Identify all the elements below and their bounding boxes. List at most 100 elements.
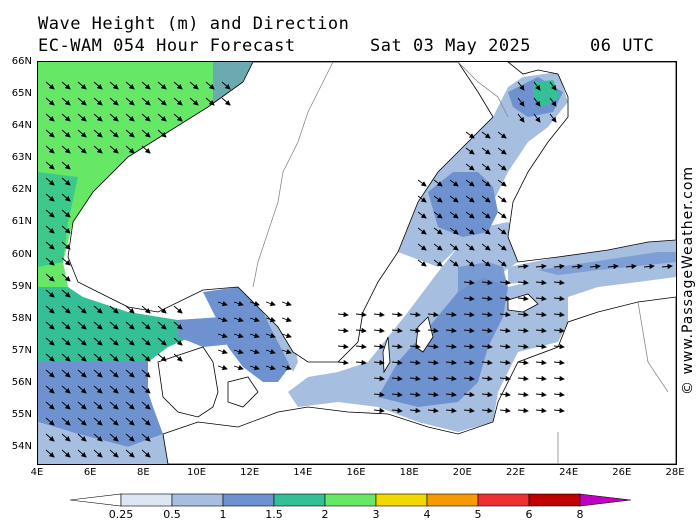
wave-arrow xyxy=(141,113,151,122)
wave-arrow xyxy=(463,391,475,398)
wave-arrow xyxy=(61,321,71,330)
wave-arrow xyxy=(173,305,183,314)
wave-arrow xyxy=(463,311,475,318)
wave-arrow xyxy=(481,211,491,219)
wave-arrow xyxy=(549,97,557,107)
wave-arrow xyxy=(217,365,228,371)
wave-arrow xyxy=(173,337,183,346)
copyright-watermark: © www.PassageWeather.com xyxy=(680,165,696,395)
wave-arrow xyxy=(409,407,421,414)
wave-arrow xyxy=(571,263,583,270)
wave-arrow xyxy=(125,417,135,426)
wave-arrow xyxy=(61,257,71,266)
wave-map[interactable] xyxy=(37,61,677,465)
wave-arrow xyxy=(45,161,55,170)
wave-arrow xyxy=(249,333,260,339)
model-forecast-label: EC-WAM 054 Hour Forecast xyxy=(38,36,296,56)
wave-arrow xyxy=(125,145,135,154)
wave-arrow xyxy=(141,145,151,154)
wave-arrow xyxy=(249,365,260,371)
wave-arrow xyxy=(157,305,167,314)
wave-arrow xyxy=(417,179,427,187)
wave-arrow xyxy=(221,97,231,106)
wave-arrow xyxy=(141,449,151,458)
wave-arrow xyxy=(45,193,55,202)
forecast-date: Sat 03 May 2025 xyxy=(370,36,532,56)
wave-arrow xyxy=(61,417,71,426)
wave-arrow xyxy=(125,129,135,138)
wave-arrow xyxy=(233,365,244,371)
wave-arrow xyxy=(109,353,119,362)
legend-label: 1.5 xyxy=(265,508,283,521)
wave-arrow xyxy=(173,113,183,122)
wave-arrow xyxy=(373,343,385,350)
country-borders xyxy=(252,62,669,464)
wave-arrow xyxy=(61,401,71,410)
wave-arrow xyxy=(77,401,87,410)
wave-arrow xyxy=(481,311,493,318)
wave-arrow xyxy=(391,327,403,334)
wave-arrow xyxy=(445,407,457,414)
wave-arrow xyxy=(141,81,151,90)
wave-arrow xyxy=(391,343,403,350)
wave-arrow xyxy=(449,211,459,219)
lon-label-6e: 6E xyxy=(83,467,97,478)
lat-label-63n: 63N xyxy=(11,152,32,163)
wave-arrow xyxy=(463,343,475,350)
wave-arrow xyxy=(553,407,565,414)
wave-arrow xyxy=(497,163,507,171)
wave-arrow xyxy=(445,375,457,382)
lat-label-62n: 62N xyxy=(11,184,32,195)
wave-arrow xyxy=(77,353,87,362)
wave-arrow xyxy=(355,359,367,366)
legend-swatch-low xyxy=(69,493,122,507)
lat-label-60n: 60N xyxy=(11,249,32,260)
wave-arrow xyxy=(445,343,457,350)
wave-arrow xyxy=(173,353,183,362)
wave-arrow xyxy=(157,353,167,362)
wave-arrow xyxy=(157,113,167,122)
wave-arrow xyxy=(481,243,491,251)
wave-arrow xyxy=(45,129,55,138)
wave-direction-arrows xyxy=(45,81,673,458)
wave-arrow xyxy=(93,81,103,90)
wave-arrow xyxy=(125,433,135,442)
lon-label-20e: 20E xyxy=(452,467,472,478)
wave-arrow xyxy=(93,337,103,346)
wave-arrow xyxy=(463,359,475,366)
wave-arrow xyxy=(61,161,71,170)
wave-arrow xyxy=(661,263,673,270)
wave-arrow xyxy=(173,321,183,330)
wave-arrow xyxy=(481,359,493,366)
legend-label: 1 xyxy=(219,508,227,521)
wave-arrow xyxy=(141,417,151,426)
wave-arrow xyxy=(391,407,403,414)
wave-arrow xyxy=(535,279,547,286)
wave-arrow xyxy=(481,327,493,334)
legend-swatch xyxy=(528,493,581,507)
legend-label: 5 xyxy=(474,508,482,521)
wave-arrow xyxy=(553,359,565,366)
lon-label-8e: 8E xyxy=(136,467,150,478)
wave-arrow xyxy=(463,279,475,286)
wave-arrow xyxy=(391,311,403,318)
wave-arrow xyxy=(109,321,119,330)
wave-arrow xyxy=(125,449,135,458)
wave-arrow xyxy=(77,449,87,458)
lat-label-61n: 61N xyxy=(11,216,32,227)
wave-arrow xyxy=(109,385,119,394)
wave-arrow xyxy=(463,295,475,302)
wave-arrow xyxy=(533,113,541,123)
wave-arrow xyxy=(409,311,421,318)
wave-arrow xyxy=(433,179,443,187)
wave-arrow xyxy=(463,375,475,382)
wave-arrow xyxy=(517,279,529,286)
wave-arrow xyxy=(465,211,475,219)
wave-arrow xyxy=(373,407,385,414)
wave-arrow xyxy=(109,417,119,426)
wave-arrow xyxy=(481,227,491,235)
wave-arrow xyxy=(125,97,135,106)
wave-arrow xyxy=(93,385,103,394)
wave-arrow xyxy=(481,131,491,139)
wave-arrow xyxy=(61,81,71,90)
